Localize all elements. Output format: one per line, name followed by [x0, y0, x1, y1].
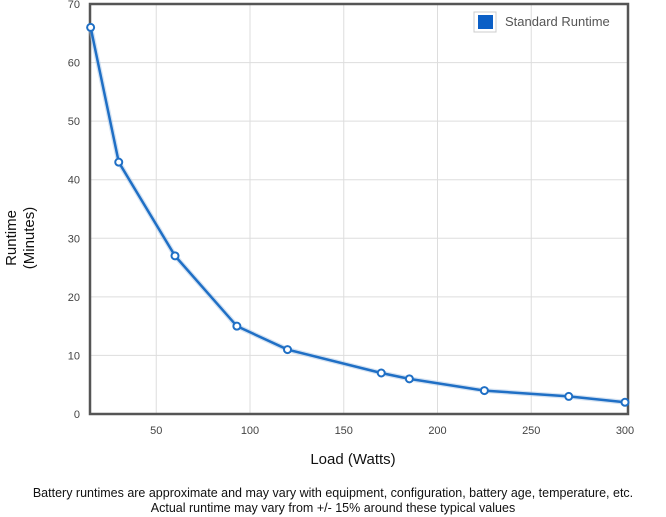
- data-point: [232, 321, 242, 331]
- y-tick-label: 40: [68, 175, 80, 187]
- data-point: [479, 386, 489, 396]
- x-tick-label: 100: [241, 425, 259, 437]
- y-tick-label: 60: [68, 58, 80, 70]
- x-tick-label: 250: [522, 425, 540, 437]
- y-tick-label: 50: [68, 116, 80, 128]
- series-line: [89, 27, 626, 404]
- y-tick-label: 20: [68, 292, 80, 304]
- y-tick-label: 70: [68, 0, 80, 11]
- data-point: [86, 22, 96, 32]
- legend-label: Standard Runtime: [505, 14, 610, 29]
- y-tick-label: 10: [68, 350, 80, 362]
- x-tick-label: 150: [335, 425, 353, 437]
- data-point: [283, 345, 292, 355]
- disclaimer-line-2: Actual runtime may vary from +/- 15% aro…: [150, 501, 516, 515]
- data-point: [404, 374, 414, 384]
- y-tick-label: 0: [74, 409, 80, 421]
- data-point: [564, 391, 574, 401]
- data-point: [114, 157, 124, 167]
- legend-swatch: [478, 15, 493, 29]
- x-tick-label: 200: [428, 425, 446, 437]
- data-point: [170, 251, 180, 261]
- x-tick-label: 50: [150, 425, 162, 437]
- data-point: [376, 368, 386, 378]
- y-axis-label-line-2: (Minutes): [21, 207, 38, 270]
- plot-frame: [88, 2, 630, 416]
- disclaimer-line-1: Battery runtimes are approximate and may…: [32, 486, 634, 500]
- x-axis-label: Load (Watts): [310, 451, 395, 468]
- data-point: [620, 397, 630, 407]
- x-tick-label: 300: [616, 425, 634, 437]
- y-axis-label-line-1: Runtime: [3, 210, 20, 266]
- y-tick-label: 30: [68, 233, 80, 245]
- series-line-shadow: [88, 26, 626, 405]
